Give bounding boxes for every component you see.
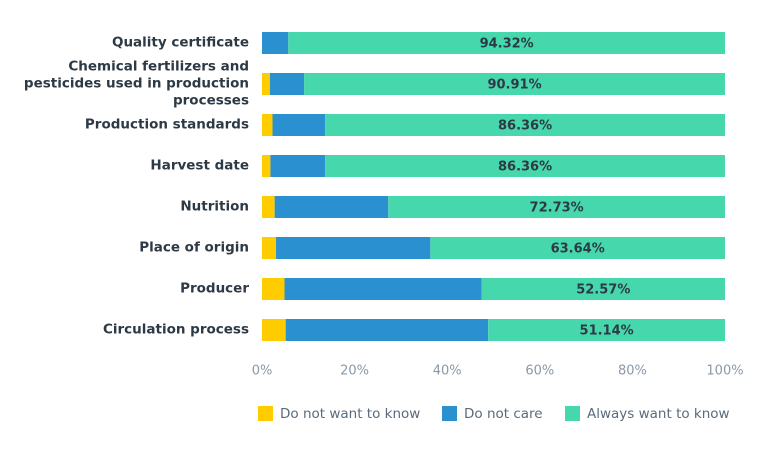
- category-label: Producer: [180, 280, 249, 297]
- value-label: 72.73%: [530, 201, 584, 216]
- bar-segment: [325, 114, 725, 136]
- value-label: 86.36%: [498, 119, 552, 134]
- bar-segment: [481, 278, 725, 300]
- legend-label: Always want to know: [587, 406, 730, 422]
- bar-segment: [262, 32, 289, 54]
- bar-segment: [284, 278, 482, 300]
- bar-segment: [262, 73, 271, 95]
- category-label: Production standards: [84, 116, 249, 133]
- bar-segment: [262, 278, 285, 300]
- legend-swatch: [565, 406, 580, 421]
- legend-swatch: [258, 406, 273, 421]
- bar-segment: [288, 32, 725, 54]
- value-label: 86.36%: [498, 160, 552, 175]
- value-label: 51.14%: [580, 324, 634, 339]
- bar-segment: [285, 319, 489, 341]
- bar-segment: [270, 155, 326, 177]
- bar-segment: [304, 73, 725, 95]
- bar-segment: [274, 196, 389, 218]
- bar-segment: [262, 114, 273, 136]
- bar-segment: [270, 73, 305, 95]
- x-tick-label: 0%: [252, 364, 273, 379]
- bar-segment: [488, 319, 725, 341]
- value-label: 94.32%: [480, 37, 534, 52]
- x-tick-label: 40%: [433, 364, 462, 379]
- legend-label: Do not want to know: [280, 406, 420, 422]
- value-label: 52.57%: [576, 283, 630, 298]
- category-label: Circulation process: [102, 321, 249, 338]
- bar-segment: [262, 155, 271, 177]
- bar-segment: [430, 237, 725, 259]
- value-label: 63.64%: [551, 242, 605, 257]
- category-label: Chemical fertilizers and pesticides used…: [23, 58, 249, 109]
- x-tick-label: 80%: [618, 364, 647, 379]
- value-label: 90.91%: [487, 78, 541, 93]
- category-label: Harvest date: [150, 157, 249, 174]
- bar-segment: [325, 155, 725, 177]
- legend-label: Do not care: [464, 406, 543, 422]
- bar-segment: [262, 319, 286, 341]
- bar-segment: [276, 237, 431, 259]
- legend-swatch: [442, 406, 457, 421]
- bar-segment: [388, 196, 725, 218]
- bar-segment: [262, 196, 275, 218]
- bar-segment: [272, 114, 326, 136]
- category-label: Place of origin: [139, 239, 249, 256]
- bar-segment: [262, 237, 277, 259]
- x-tick-label: 100%: [706, 364, 743, 379]
- category-label: Nutrition: [180, 198, 249, 215]
- x-tick-label: 20%: [340, 364, 369, 379]
- x-tick-label: 60%: [525, 364, 554, 379]
- category-label: Quality certificate: [111, 34, 249, 51]
